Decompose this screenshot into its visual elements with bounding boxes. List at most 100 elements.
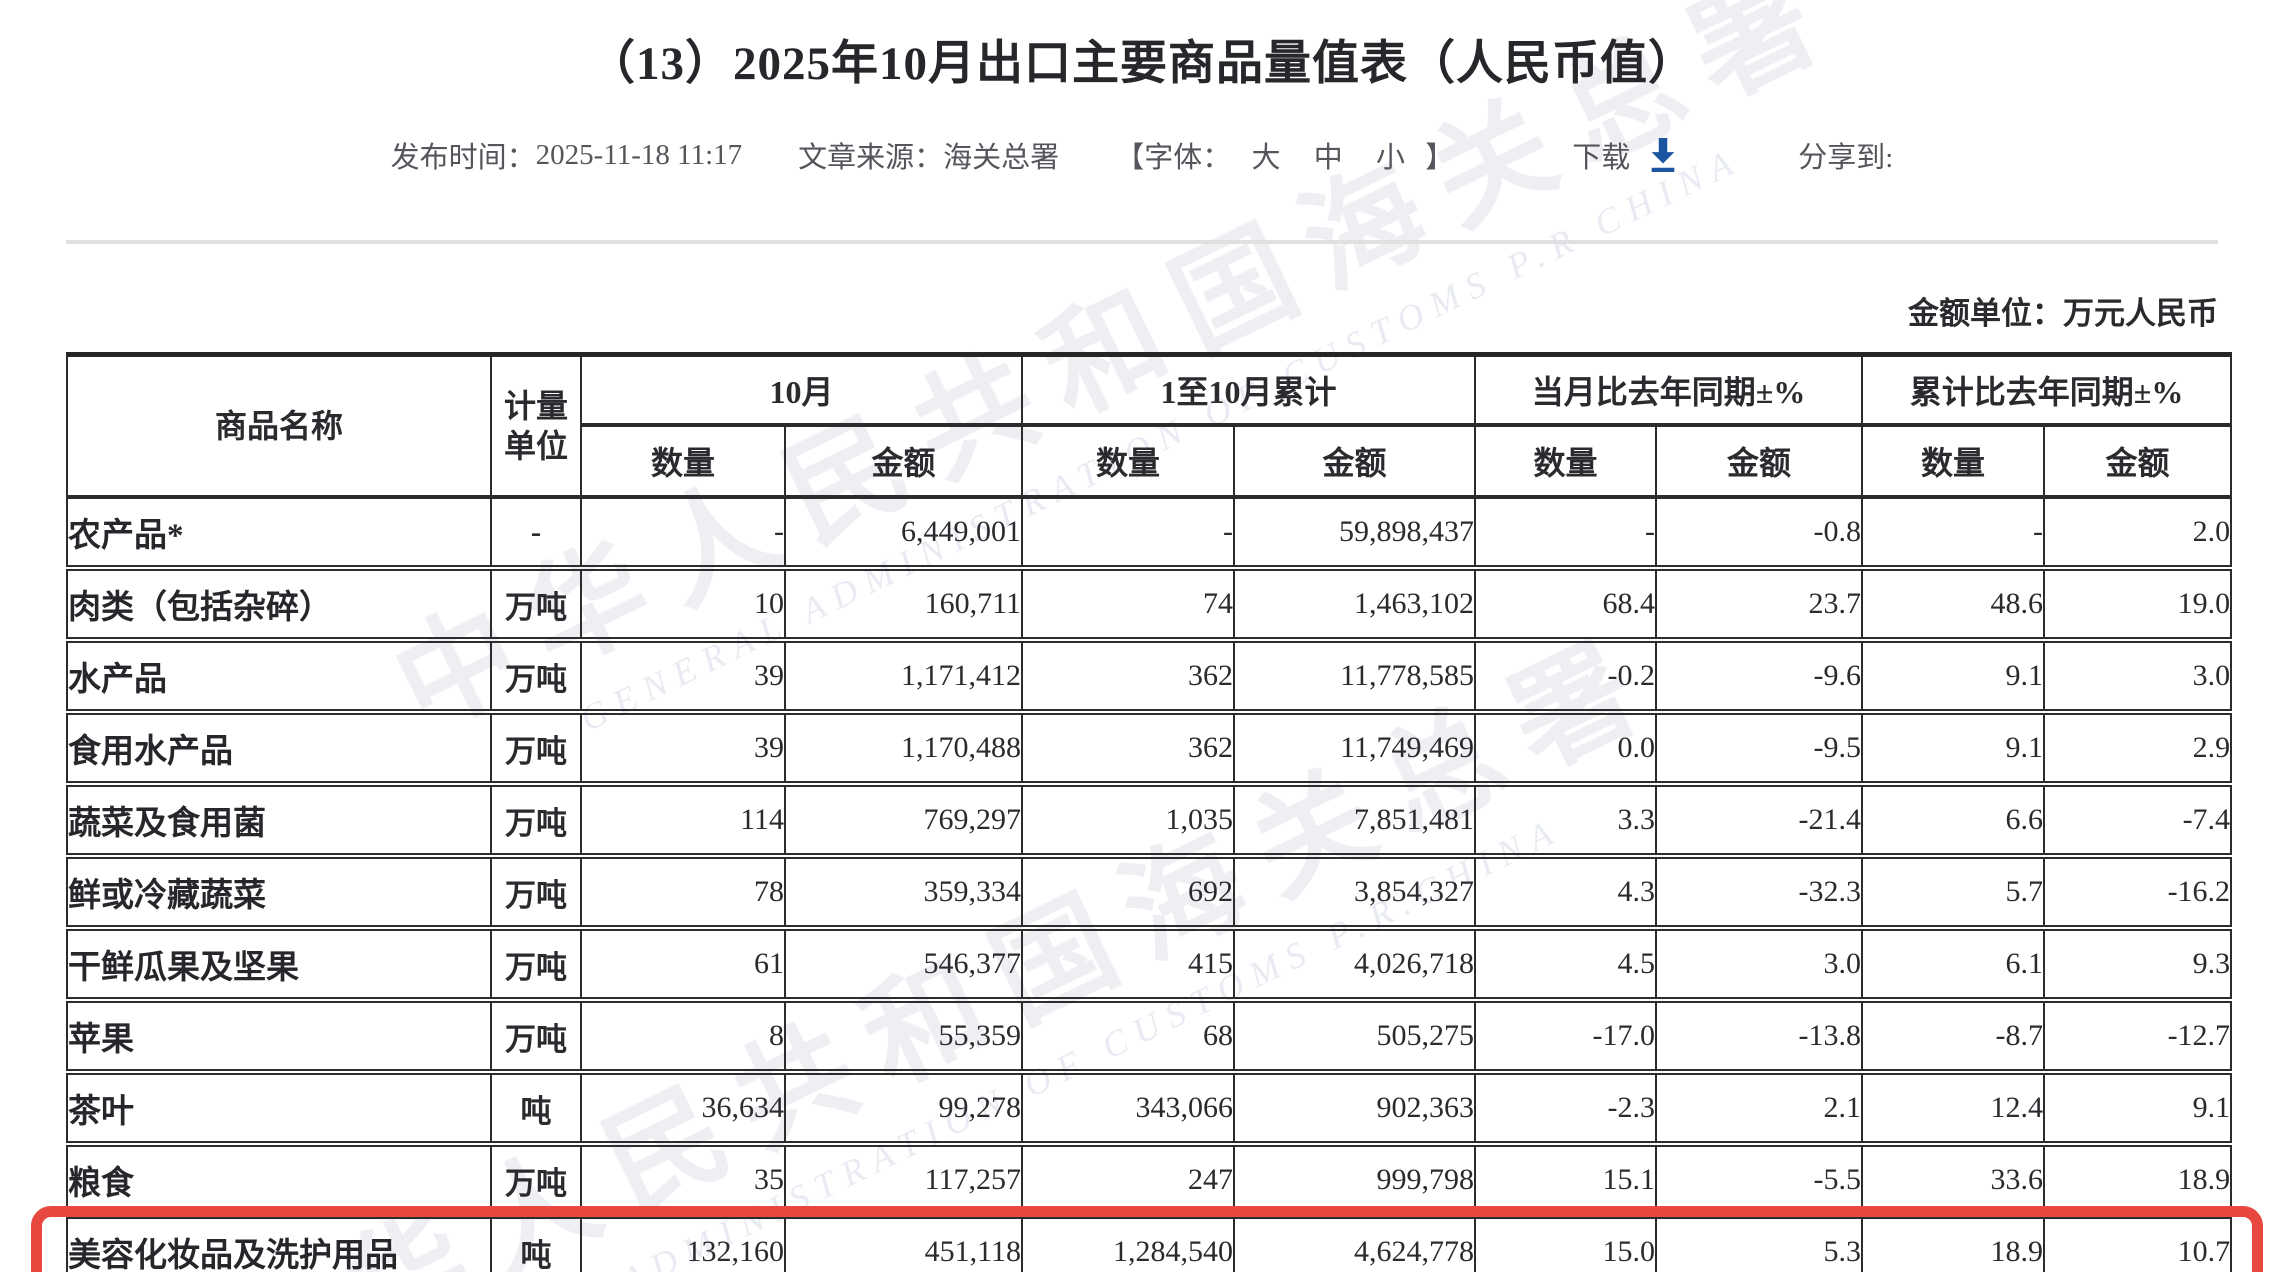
unit-cell: - <box>491 497 582 571</box>
value-cell: 343,066 <box>1022 1072 1236 1147</box>
table-row: 水产品 万吨 39 1,171,412 362 11,778,585 -0.2 -9.6 9.1… <box>67 640 2233 715</box>
value-cell: 6.1 <box>1862 928 2046 1003</box>
value-cell: 546,377 <box>785 928 1024 1003</box>
table-row: 茶叶吨 36,634 99,278 343,066 902,363 -2.3 2.1 12.4… <box>67 1072 2233 1147</box>
commodity-name-cell: 蔬菜及食用菌 <box>67 784 492 859</box>
value-cell: 10.7 <box>2044 1216 2233 1272</box>
value-cell: 74 <box>1022 568 1236 643</box>
download-arrow-icon[interactable] <box>1646 135 1680 175</box>
header-group-month: 10月 <box>581 354 1024 427</box>
commodity-name-cell: 粮食 <box>67 1144 492 1219</box>
value-cell: 451,118 <box>785 1216 1024 1272</box>
table-row: 肉类（包括杂碎） 万吨 10 160,711 74 1,463,102 68.4 23.7 48… <box>67 568 2233 643</box>
table-row: 鲜或冷藏蔬菜 万吨 78 359,334 692 3,854,327 4.3 -32.3 5.7… <box>67 856 2233 931</box>
value-cell: 68 <box>1022 1000 1236 1075</box>
table-header: 商品名称 计量单位 10月 1至10月累计 当月比去年同期±% 累计比去年同期±… <box>67 354 2233 499</box>
header-amt: 金额 <box>2044 425 2233 499</box>
value-cell: 505,275 <box>1234 1000 1477 1075</box>
table-row: 苹果 万吨 8 55,359 68 505,275 -17.0 -13.8 -8.7 -12.7 <box>67 1000 2233 1075</box>
value-cell: 5.3 <box>1656 1216 1864 1272</box>
value-cell: 10 <box>581 568 786 643</box>
value-cell: 1,035 <box>1022 784 1236 859</box>
value-cell: 15.0 <box>1475 1216 1658 1272</box>
value-cell: 7,851,481 <box>1234 784 1477 859</box>
header-qty: 数量 <box>1862 425 2046 499</box>
commodity-name-cell: 水产品 <box>67 640 492 715</box>
font-large-link[interactable]: 大 <box>1251 142 1281 174</box>
value-cell: -9.6 <box>1656 640 1864 715</box>
table-body: 农产品* - -6,449,001-59,898,437- -0.8-2.0 肉类（包括… <box>67 497 2233 1272</box>
value-cell: 4.5 <box>1475 928 1658 1003</box>
value-cell: -5.5 <box>1656 1144 1864 1219</box>
unit-cell: 万吨 <box>491 784 582 859</box>
value-cell: -9.5 <box>1656 712 1864 787</box>
header-qty: 数量 <box>1475 425 1658 499</box>
value-cell: 36,634 <box>581 1072 786 1147</box>
value-cell: 23.7 <box>1656 568 1864 643</box>
commodity-name-cell: 食用水产品 <box>67 712 492 787</box>
value-cell: 55,359 <box>785 1000 1024 1075</box>
value-cell: 68.4 <box>1475 568 1658 643</box>
value-cell: -2.3 <box>1475 1072 1658 1147</box>
value-cell: 2.9 <box>2044 712 2233 787</box>
source-label: 文章来源： <box>798 142 944 174</box>
page-title: （13）2025年10月出口主要商品量值表（人民币值） <box>588 38 1696 90</box>
value-cell: 2.0 <box>2044 497 2233 571</box>
value-cell: 247 <box>1022 1144 1236 1219</box>
header-group-cumulative: 1至10月累计 <box>1022 354 1477 427</box>
download-link[interactable]: 下载 <box>1572 134 1680 176</box>
value-cell: 1,171,412 <box>785 640 1024 715</box>
unit-cell: 万吨 <box>491 640 582 715</box>
value-cell: 11,749,469 <box>1234 712 1477 787</box>
table-row: 美容化妆品及洗护用品吨 132,160 451,118 1,284,540 4,624,… <box>67 1216 2233 1272</box>
value-cell: 362 <box>1022 712 1236 787</box>
value-cell: 59,898,437 <box>1234 497 1477 571</box>
table-row: 干鲜瓜果及坚果 万吨 61 546,377 415 4,026,718 4.5 3.0 6.1 9… <box>67 928 2233 1003</box>
value-cell: 39 <box>581 712 786 787</box>
value-cell: 415 <box>1022 928 1236 1003</box>
value-cell: 4,026,718 <box>1234 928 1477 1003</box>
font-controls-prefix: 【字体： <box>1115 142 1232 174</box>
value-cell: 0.0 <box>1475 712 1658 787</box>
value-cell: - <box>1475 497 1658 571</box>
table-row: 农产品* - -6,449,001-59,898,437- -0.8-2.0 <box>67 497 2233 571</box>
table-row: 食用水产品 万吨 39 1,170,488 362 11,749,469 0.0 -9.5 9.… <box>67 712 2233 787</box>
unit-cell: 万吨 <box>491 1000 582 1075</box>
commodity-name-cell: 农产品* <box>67 497 492 571</box>
header-measure-unit: 计量单位 <box>491 354 582 499</box>
value-cell: 359,334 <box>785 856 1024 931</box>
download-label[interactable]: 下载 <box>1572 142 1631 174</box>
value-cell: 362 <box>1022 640 1236 715</box>
value-cell: 1,170,488 <box>785 712 1024 787</box>
value-cell: 160,711 <box>785 568 1024 643</box>
commodity-name-cell: 美容化妆品及洗护用品 <box>67 1216 492 1272</box>
value-cell: 3.0 <box>2044 640 2233 715</box>
value-cell: -13.8 <box>1656 1000 1864 1075</box>
value-cell: 12.4 <box>1862 1072 2046 1147</box>
value-cell: 3.3 <box>1475 784 1658 859</box>
commodity-table: 商品名称 计量单位 10月 1至10月累计 当月比去年同期±% 累计比去年同期±… <box>66 352 2233 1272</box>
value-cell: 999,798 <box>1234 1144 1477 1219</box>
publish-time-value: 2025-11-18 11:17 <box>535 138 743 171</box>
value-cell: - <box>1022 497 1236 571</box>
unit-cell: 万吨 <box>491 712 582 787</box>
unit-cell: 万吨 <box>491 568 582 643</box>
value-cell: 692 <box>1022 856 1236 931</box>
font-small-link[interactable]: 小 <box>1375 142 1405 174</box>
commodity-name-cell: 苹果 <box>67 1000 492 1075</box>
value-cell: 114 <box>581 784 786 859</box>
header-divider <box>66 240 2218 244</box>
value-cell: 9.1 <box>2044 1072 2233 1147</box>
value-cell: - <box>1862 497 2046 571</box>
header-group-month-yoy: 当月比去年同期±% <box>1475 354 1864 427</box>
value-cell: 1,284,540 <box>1022 1216 1236 1272</box>
table-row: 蔬菜及食用菌 万吨 114 769,297 1,035 7,851,481 3.3 -21.4… <box>67 784 2233 859</box>
value-cell: -17.0 <box>1475 1000 1658 1075</box>
value-cell: -32.3 <box>1656 856 1864 931</box>
header-amt: 金额 <box>1234 425 1477 499</box>
unit-cell: 万吨 <box>491 856 582 931</box>
value-cell: 48.6 <box>1862 568 2046 643</box>
font-medium-link[interactable]: 中 <box>1313 142 1343 174</box>
value-cell: 11,778,585 <box>1234 640 1477 715</box>
value-cell: -7.4 <box>2044 784 2233 859</box>
